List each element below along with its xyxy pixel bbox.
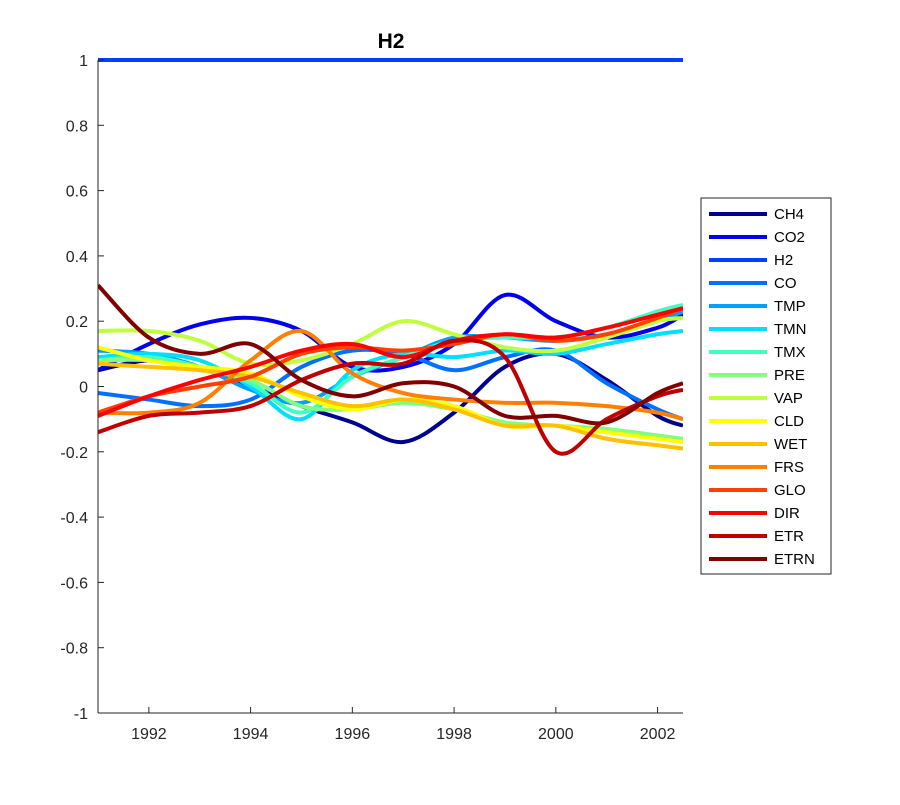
y-tick-label: 0.8	[66, 118, 88, 135]
legend-label-cld: CLD	[774, 413, 804, 430]
x-tick-label: 1998	[436, 726, 472, 743]
y-tick-label: 1	[79, 53, 88, 70]
legend-label-frs: FRS	[774, 459, 804, 476]
x-tick-label: 1996	[335, 726, 371, 743]
y-tick-label: -1	[74, 706, 88, 723]
y-tick-label: 0.6	[66, 184, 88, 201]
y-tick-label: 0.4	[66, 249, 88, 266]
series-line-etr	[98, 338, 683, 456]
y-tick-label: -0.8	[60, 641, 88, 658]
chart-title: H2	[378, 30, 405, 53]
legend-label-dir: DIR	[774, 505, 800, 522]
series-line-frs	[98, 328, 683, 422]
y-tick-label: 0	[79, 380, 88, 397]
legend-label-tmn: TMN	[774, 321, 807, 338]
series-line-co2	[98, 292, 683, 373]
legend-label-tmp: TMP	[774, 298, 806, 315]
x-tick-label: 1994	[233, 726, 269, 743]
plot-area	[98, 58, 683, 456]
x-tick-label: 2002	[640, 726, 676, 743]
series-line-glo	[98, 306, 683, 415]
y-tick-label: -0.4	[60, 510, 88, 527]
y-tick-label: -0.2	[60, 445, 88, 462]
series-line-etrn	[98, 283, 683, 426]
legend-label-h2: H2	[774, 252, 793, 269]
legend-label-etrn: ETRN	[774, 551, 815, 568]
x-tick-label: 2000	[538, 726, 574, 743]
x-tick-label: 1992	[131, 726, 167, 743]
legend: CH4 CO2 H2 CO TMP TMN TMX PRE VAP CLD WET FRS GLO DIR…	[700, 197, 832, 575]
legend-label-co2: CO2	[774, 229, 805, 246]
y-tick-label: 0.2	[66, 314, 88, 331]
y-tick-label: -0.6	[60, 575, 88, 592]
legend-box	[700, 197, 832, 575]
series-line-vap	[98, 315, 683, 367]
legend-label-glo: GLO	[774, 482, 806, 499]
series-line-wet	[98, 361, 683, 451]
legend-label-wet: WET	[774, 436, 807, 453]
legend-label-pre: PRE	[774, 367, 805, 384]
legend-label-co: CO	[774, 275, 797, 292]
legend-label-ch4: CH4	[774, 206, 804, 223]
series-line-tmn	[98, 329, 683, 422]
legend-label-etr: ETR	[774, 528, 804, 545]
legend-label-vap: VAP	[774, 390, 803, 407]
series-line-dir	[98, 306, 683, 418]
legend-label-tmx: TMX	[774, 344, 806, 361]
axes: 1 0.8 0.6 0.4 0.2 0 -0.2 -0.4 -0.6 -0.8 -1 1992 1994…	[60, 53, 683, 743]
